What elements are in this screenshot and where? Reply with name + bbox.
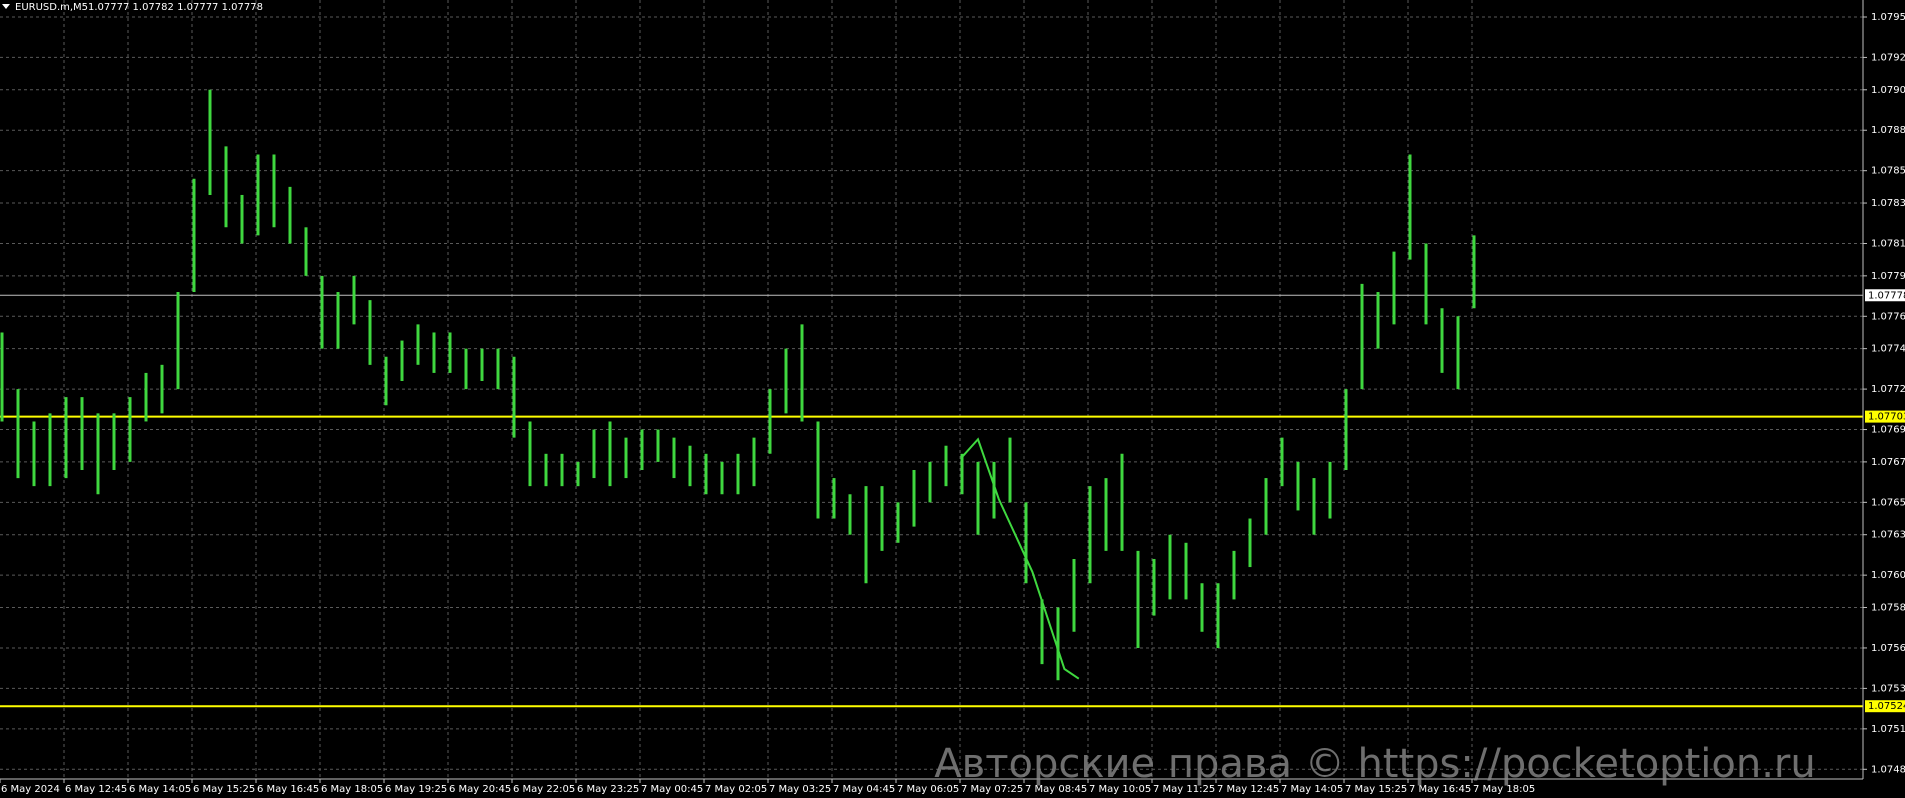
x-tick-label: 7 May 14:05 xyxy=(1281,784,1343,795)
y-tick-label: 1.07585 xyxy=(1871,603,1905,614)
x-tick-label: 6 May 14:05 xyxy=(129,784,191,795)
y-tick-label: 1.07950 xyxy=(1871,12,1905,23)
x-tick-label: 7 May 06:05 xyxy=(897,784,959,795)
y-tick-label: 1.07535 xyxy=(1871,683,1905,694)
x-tick-label: 6 May 19:25 xyxy=(385,784,447,795)
plot xyxy=(0,89,1863,708)
x-tick-label: 7 May 16:45 xyxy=(1409,784,1471,795)
y-tick-label: 1.07650 xyxy=(1871,497,1905,508)
x-tick-label: 7 May 02:05 xyxy=(705,784,767,795)
y-tick-label: 1.07905 xyxy=(1871,85,1905,96)
x-tick-label: 6 May 22:05 xyxy=(513,784,575,795)
x-tick-label: 7 May 07:25 xyxy=(961,784,1023,795)
x-tick-label: 7 May 04:45 xyxy=(833,784,895,795)
y-tick-label: 1.07720 xyxy=(1871,384,1905,395)
y-tick-label: 1.07560 xyxy=(1871,643,1905,654)
x-tick-label: 6 May 2024 xyxy=(1,784,60,795)
x-tick-label: 6 May 20:45 xyxy=(449,784,511,795)
quote: 1.07777 1.07782 1.07777 1.07778 xyxy=(88,2,263,13)
x-tick-label: 7 May 03:25 xyxy=(769,784,831,795)
x-tick-label: 6 May 16:45 xyxy=(257,784,319,795)
y-tick-label: 1.07745 xyxy=(1871,344,1905,355)
y-tick-label: 1.07630 xyxy=(1871,530,1905,541)
y-tick-label: 1.07485 xyxy=(1871,764,1905,775)
price-label-box xyxy=(1865,289,1905,302)
chart-title: EURUSD.m,M5 xyxy=(15,2,88,13)
y-tick-label: 1.07925 xyxy=(1871,52,1905,63)
x-tick-label: 7 May 00:45 xyxy=(641,784,703,795)
drawn-line xyxy=(961,437,1080,680)
y-tick-label: 1.07855 xyxy=(1871,166,1905,177)
x-tick-label: 7 May 15:25 xyxy=(1345,784,1407,795)
x-tick-label: 7 May 10:05 xyxy=(1089,784,1151,795)
x-tick-label: 7 May 18:05 xyxy=(1473,784,1535,795)
y-tick-label: 1.07695 xyxy=(1871,425,1905,436)
price-label: 1.07703 xyxy=(1868,412,1905,423)
price-label-box xyxy=(1865,410,1905,423)
x-tick-label: 6 May 15:25 xyxy=(193,784,255,795)
x-tick-label: 6 May 18:05 xyxy=(321,784,383,795)
x-tick-label: 7 May 11:25 xyxy=(1153,784,1215,795)
y-tick-label: 1.07835 xyxy=(1871,198,1905,209)
y-tick-label: 1.07880 xyxy=(1871,125,1905,136)
x-tick-label: 7 May 08:45 xyxy=(1025,784,1087,795)
y-tick-label: 1.07675 xyxy=(1871,457,1905,468)
y-tick-label: 1.07605 xyxy=(1871,570,1905,581)
y-tick-label: 1.07765 xyxy=(1871,311,1905,322)
price-label: 1.07778 xyxy=(1868,290,1905,301)
x-tick-label: 6 May 12:45 xyxy=(65,784,127,795)
x-tick-label: 6 May 23:25 xyxy=(577,784,639,795)
price-label: 1.07524 xyxy=(1868,701,1905,712)
price-label-box xyxy=(1865,700,1905,713)
y-tick-label: 1.07810 xyxy=(1871,238,1905,249)
menu-arrow[interactable] xyxy=(2,4,10,9)
y-tick-label: 1.07510 xyxy=(1871,724,1905,735)
watermark: Авторские права © https://pocketoption.r… xyxy=(934,741,1815,787)
x-tick-label: 7 May 12:45 xyxy=(1217,784,1279,795)
y-tick-label: 1.07790 xyxy=(1871,271,1905,282)
